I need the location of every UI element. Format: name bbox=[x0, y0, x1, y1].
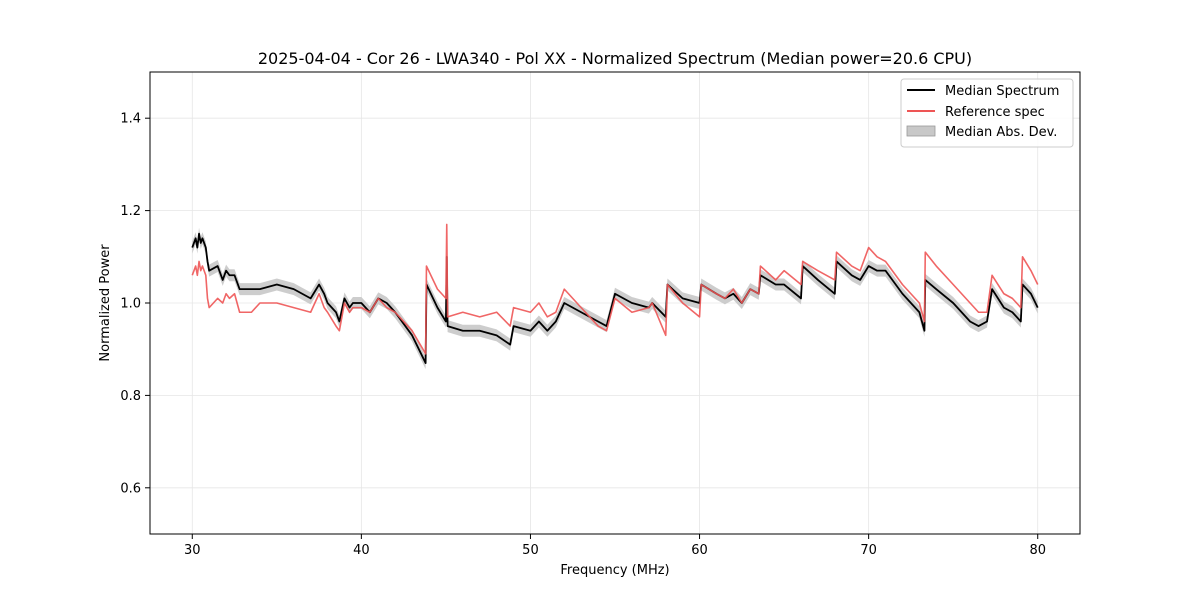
legend-swatch-mad bbox=[906, 125, 936, 137]
plot-area bbox=[149, 71, 1081, 535]
y-tick-label: 1.4 bbox=[120, 112, 141, 127]
legend-box bbox=[900, 78, 1074, 148]
y-tick-label: 0.6 bbox=[120, 481, 141, 496]
y-tick-label: 0.8 bbox=[120, 389, 141, 404]
x-tick-label: 30 bbox=[184, 543, 201, 558]
series-layer bbox=[191, 223, 1039, 364]
axis-ticks: 30 40 50 60 70 80 0.6 0.8 1.0 1.2 1.4 bbox=[120, 112, 1046, 558]
x-tick-label: 40 bbox=[353, 543, 370, 558]
y-axis-label: Normalized Power bbox=[98, 244, 113, 362]
x-tick-label: 60 bbox=[691, 543, 708, 558]
median-spectrum-line bbox=[191, 232, 1039, 364]
y-tick-label: 1.2 bbox=[120, 204, 141, 219]
chart-title: 2025-04-04 - Cor 26 - LWA340 - Pol XX - … bbox=[258, 49, 972, 68]
x-tick-label: 80 bbox=[1029, 543, 1046, 558]
legend-label-mad: Median Abs. Dev. bbox=[945, 125, 1057, 140]
x-tick-label: 50 bbox=[522, 543, 539, 558]
reference-spec-line bbox=[191, 223, 1039, 355]
x-tick-label: 70 bbox=[860, 543, 877, 558]
legend: Median Spectrum Reference spec Median Ab… bbox=[900, 78, 1074, 148]
legend-label-reference: Reference spec bbox=[945, 105, 1045, 120]
x-axis-label: Frequency (MHz) bbox=[560, 563, 669, 578]
legend-label-median: Median Spectrum bbox=[945, 84, 1059, 99]
y-tick-label: 1.0 bbox=[120, 297, 141, 312]
